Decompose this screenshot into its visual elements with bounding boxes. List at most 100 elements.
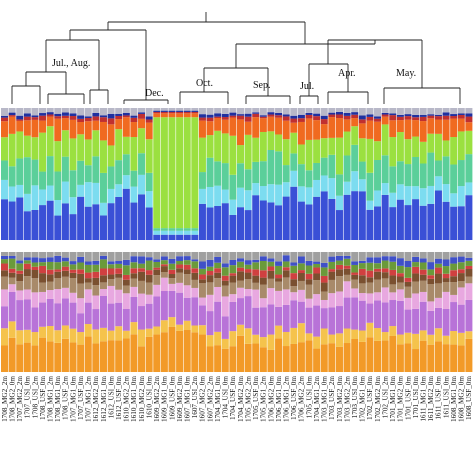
bottom-bar-segment <box>328 307 336 335</box>
top-bar-segment <box>23 157 31 194</box>
top-bar-segment <box>297 114 305 119</box>
bottom-bar-segment <box>99 295 107 328</box>
top-bar-segment <box>358 138 366 162</box>
bottom-bar-segment <box>107 279 115 286</box>
x-tick-label: 1611_MG1_0m <box>420 376 428 422</box>
bottom-bar-segment <box>313 263 321 268</box>
bottom-bar-segment <box>267 258 275 262</box>
top-bar-segment <box>244 108 252 114</box>
top-bar-segment <box>335 118 343 138</box>
top-bar-segment <box>77 122 85 135</box>
bottom-bar-segment <box>396 344 404 372</box>
top-bar-segment <box>244 113 252 117</box>
top-bar-segment <box>389 137 397 167</box>
bottom-bar-segment <box>92 252 100 261</box>
bottom-bar-segment <box>335 269 343 277</box>
top-bar-segment <box>122 117 130 137</box>
bottom-bar-segment <box>419 291 427 302</box>
bottom-bar-segment <box>168 283 176 291</box>
bottom-bar-segment <box>84 289 92 303</box>
top-bar-segment <box>259 118 267 132</box>
bottom-bar-segment <box>389 261 397 270</box>
bottom-bar-segment <box>320 282 328 292</box>
top-bar-segment <box>145 139 153 173</box>
bottom-bar-segment <box>77 256 85 263</box>
bottom-bar-segment <box>54 278 62 290</box>
bottom-bar-segment <box>206 275 214 283</box>
bottom-bar-segment <box>366 277 374 283</box>
bottom-bar-segment <box>237 252 245 259</box>
top-bar-segment <box>396 108 404 115</box>
bottom-bar-segment <box>457 281 465 288</box>
top-bar-segment <box>404 114 412 117</box>
top-bar-segment <box>206 207 214 240</box>
bottom-bar-segment <box>297 252 305 257</box>
x-tick-label: 1701_USF_0m <box>404 376 412 420</box>
bottom-bar-segment <box>23 289 31 300</box>
top-bar-segment <box>191 230 199 235</box>
top-bar-segment <box>198 203 206 240</box>
bottom-bar-segment <box>138 293 146 307</box>
bottom-bar-segment <box>313 273 321 281</box>
top-bar-segment <box>328 108 336 113</box>
top-bar-segment <box>396 120 404 133</box>
top-bar-segment <box>46 108 54 113</box>
bottom-bar-segment <box>16 330 24 345</box>
bottom-bar-segment <box>214 301 222 332</box>
bottom-bar-segment <box>442 273 450 279</box>
top-bar-segment <box>183 230 191 235</box>
top-bar-segment <box>145 191 153 208</box>
bottom-bar-segment <box>434 258 442 264</box>
bottom-bar-segment <box>138 306 146 330</box>
top-bar-segment <box>153 230 161 235</box>
bottom-bar-segment <box>343 258 351 266</box>
top-bar-segment <box>1 137 9 161</box>
bottom-bar-segment <box>343 265 351 269</box>
bottom-bar-segment <box>320 328 328 345</box>
x-tick-label: 1607_MG2_2m <box>206 376 214 422</box>
bottom-bar-segment <box>244 296 252 329</box>
top-bar-segment <box>267 116 275 132</box>
top-bar-segment <box>427 118 435 134</box>
bottom-bar-segment <box>267 288 275 305</box>
top-bar-segment <box>221 113 229 118</box>
bottom-bar-segment <box>168 274 176 279</box>
top-bar-segment <box>198 120 206 138</box>
bottom-bar-segment <box>404 277 412 282</box>
bottom-bar-segment <box>427 269 435 276</box>
bottom-bar-segment <box>275 306 283 326</box>
bottom-bar-segment <box>107 285 115 304</box>
bottom-bar-segment <box>366 270 374 278</box>
bottom-bar-segment <box>99 259 107 269</box>
bottom-bar-segment <box>8 337 16 372</box>
top-bar-segment <box>450 193 458 207</box>
top-bar-segment <box>115 119 123 130</box>
bottom-bar-segment <box>305 260 313 266</box>
top-bar-segment <box>427 114 435 116</box>
bottom-bar-segment <box>252 262 260 270</box>
bottom-bar-segment <box>427 284 435 302</box>
top-bar-segment <box>374 116 382 119</box>
top-bar-segment <box>343 194 351 240</box>
bottom-bar-segment <box>84 302 92 325</box>
top-bar-segment <box>8 108 16 113</box>
bottom-bar-segment <box>160 252 168 257</box>
top-bar-segment <box>115 115 123 120</box>
bottom-bar-segment <box>23 263 31 270</box>
bottom-bar-segment <box>31 345 39 372</box>
bottom-bar-segment <box>145 294 153 304</box>
bottom-bar-segment <box>61 298 69 326</box>
x-tick-label: 1707_MG1_0m <box>69 376 77 422</box>
bottom-bar-segment <box>130 296 138 323</box>
top-bar-segment <box>138 194 146 240</box>
top-bar-segment <box>259 131 267 162</box>
top-bar-segment <box>206 114 214 118</box>
top-bar-segment <box>259 108 267 116</box>
top-bar-segment <box>16 184 24 198</box>
bottom-bar-segment <box>343 343 351 372</box>
top-bar-segment <box>92 182 100 205</box>
bottom-bar-segment <box>69 272 77 279</box>
top-bar-segment <box>130 115 138 118</box>
top-bar-segment <box>297 108 305 115</box>
top-bar-segment <box>252 195 260 240</box>
